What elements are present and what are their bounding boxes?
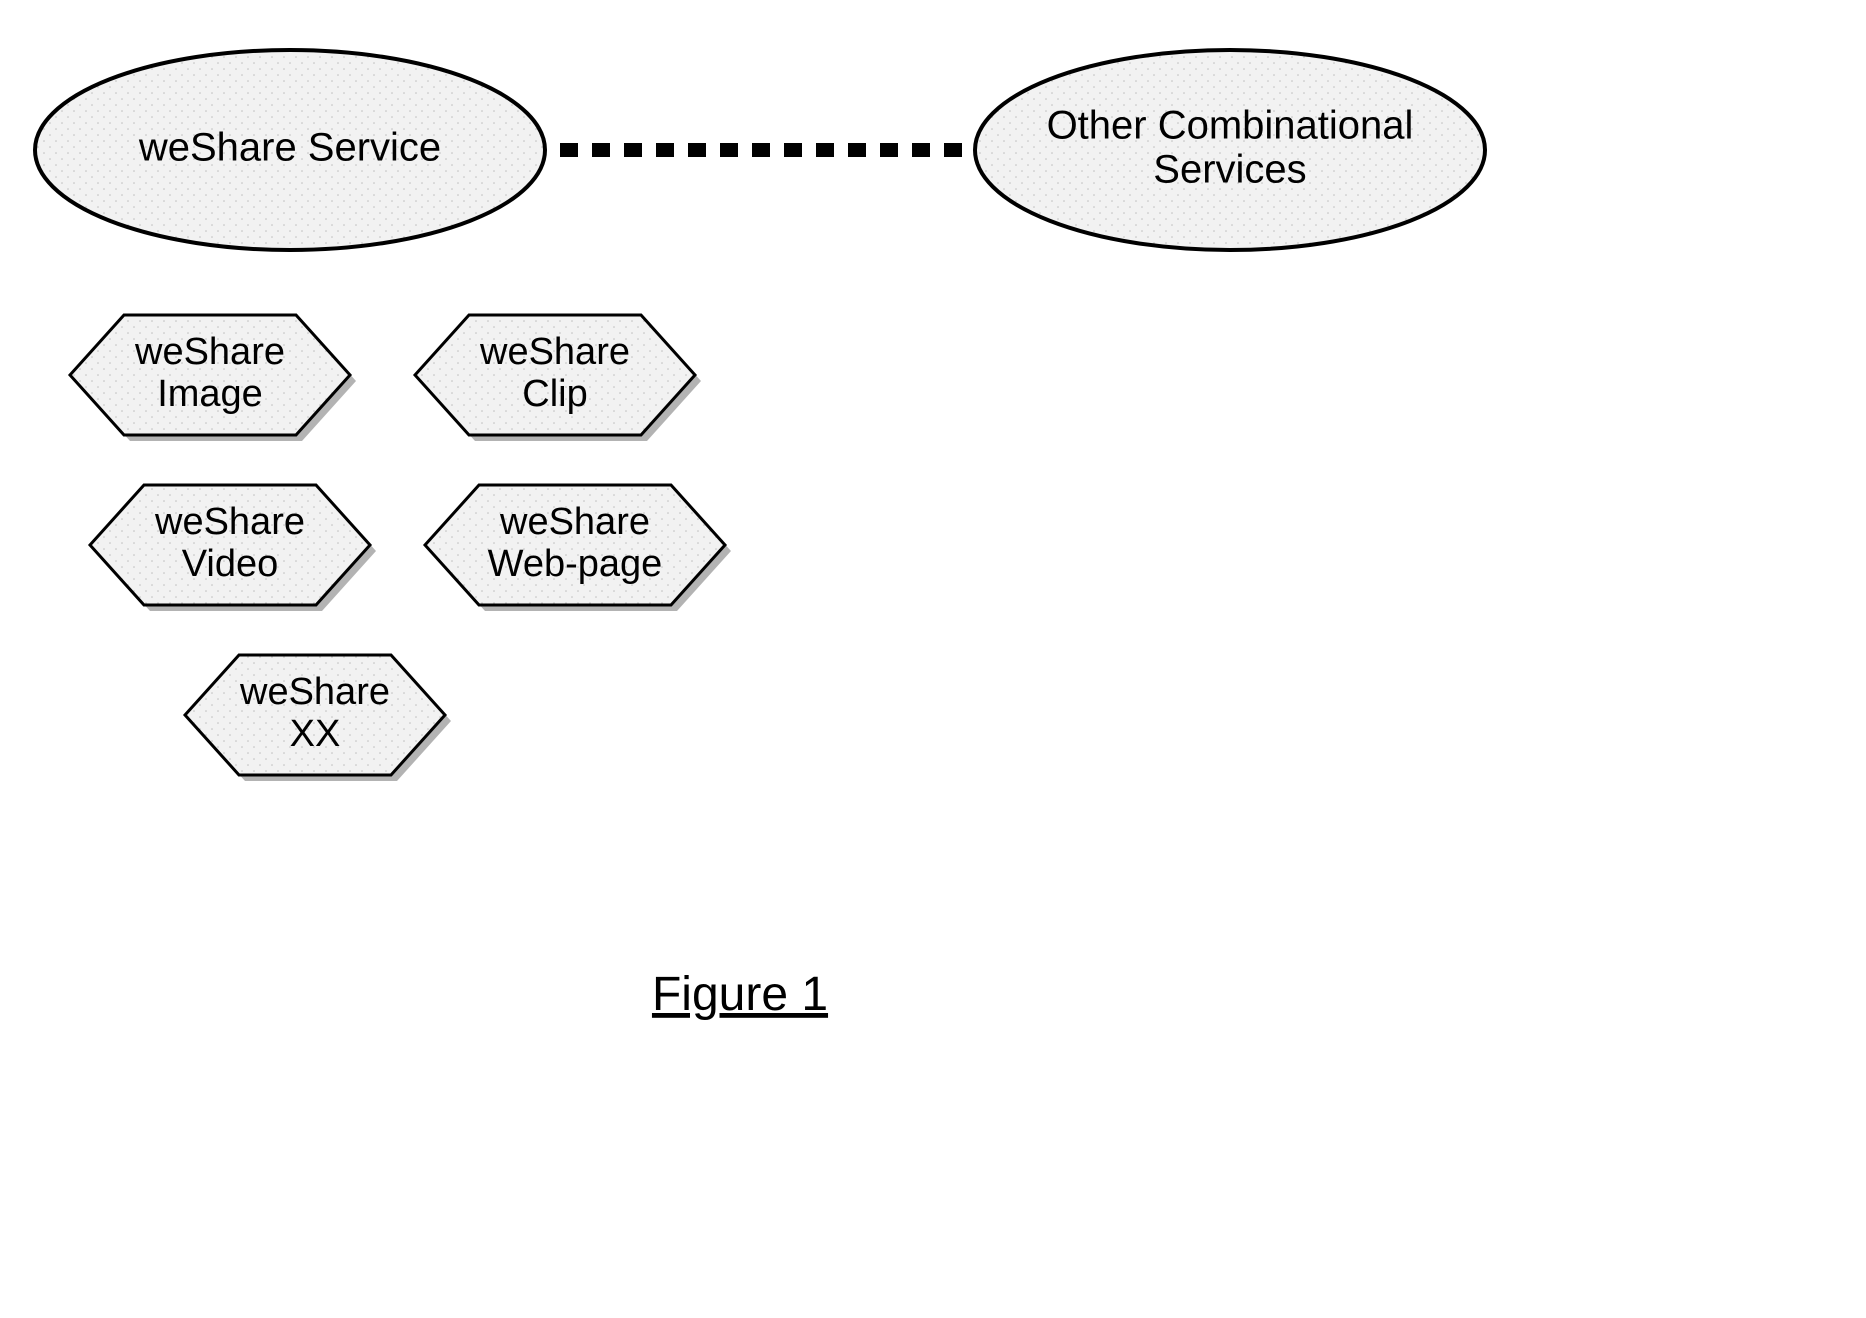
weshare-image-label-1: Image — [157, 373, 263, 415]
weshare-webpage-label-0: weShare — [499, 501, 650, 543]
weshare-service: weShare Service — [35, 50, 545, 250]
weshare-video-label-1: Video — [182, 543, 279, 585]
weshare-video: weShareVideo — [90, 485, 376, 611]
other-combinational: Other CombinationalServices — [975, 50, 1485, 250]
weshare-xx: weShareXX — [185, 655, 451, 781]
weshare-clip-label-1: Clip — [522, 373, 587, 415]
figure-caption: Figure 1 — [652, 968, 828, 1021]
weshare-service-label-0: weShare Service — [138, 126, 441, 170]
weshare-xx-label-1: XX — [290, 713, 341, 755]
other-combinational-label-1: Services — [1153, 148, 1306, 192]
weshare-clip-label-0: weShare — [479, 331, 630, 373]
weshare-video-label-0: weShare — [154, 501, 305, 543]
other-combinational-label-0: Other Combinational — [1047, 104, 1414, 148]
weshare-xx-label-0: weShare — [239, 671, 390, 713]
weshare-webpage-label-1: Web-page — [488, 543, 663, 585]
weshare-clip: weShareClip — [415, 315, 701, 441]
weshare-webpage: weShareWeb-page — [425, 485, 731, 611]
weshare-image: weShareImage — [70, 315, 356, 441]
weshare-image-label-0: weShare — [134, 331, 285, 373]
